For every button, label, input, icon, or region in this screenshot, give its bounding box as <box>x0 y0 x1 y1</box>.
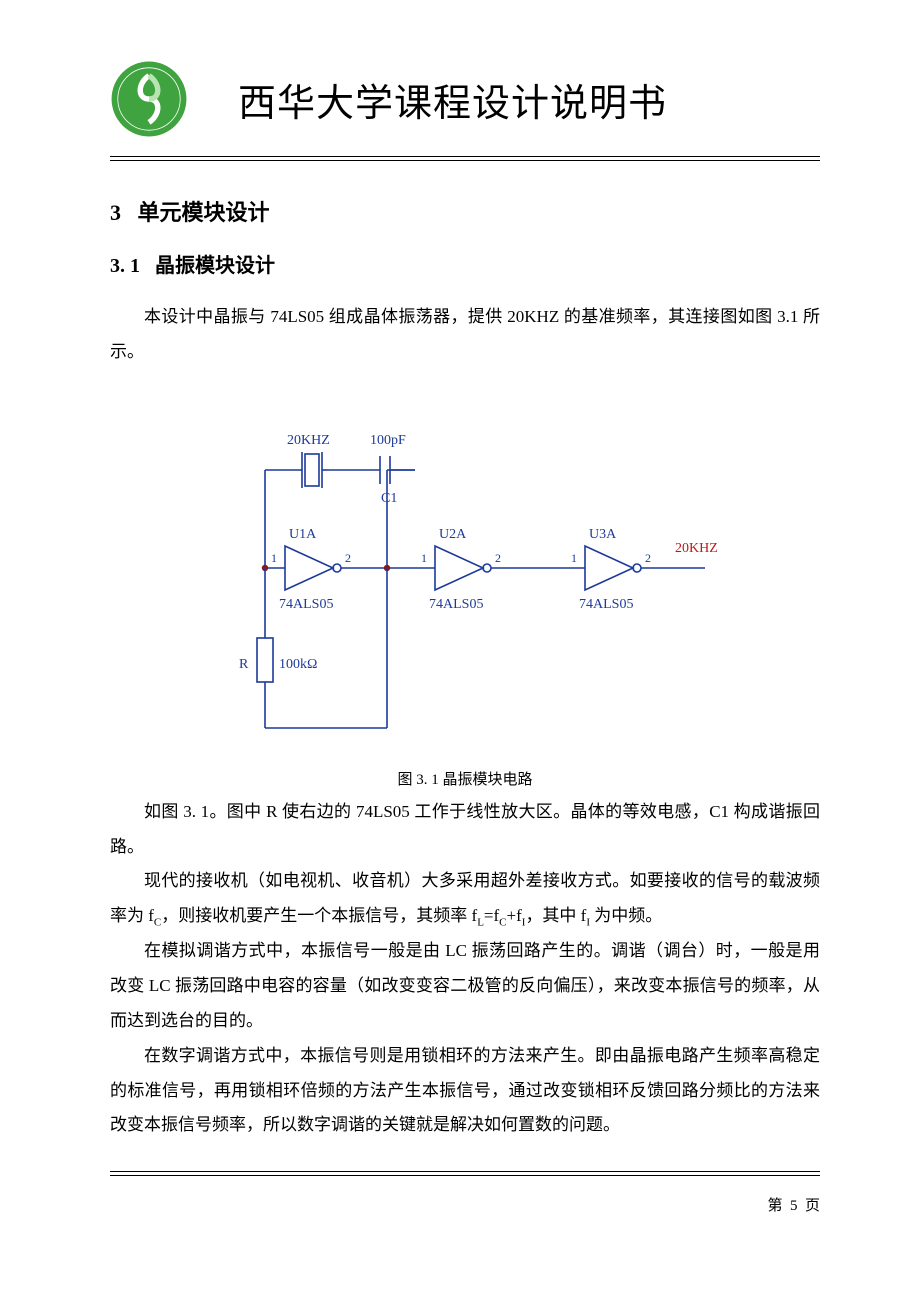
page-header: · 西华大学课程设计说明书 <box>110 60 820 157</box>
svg-text:C1: C1 <box>381 491 397 506</box>
section-number: 3 <box>110 200 121 225</box>
svg-text:1: 1 <box>421 551 427 565</box>
subsection-title: 3. 1 晶振模块设计 <box>110 249 820 278</box>
page-prefix: 第 <box>767 1198 782 1214</box>
p3-text: 为中频。 <box>590 906 662 925</box>
paragraph-5: 在数字调谐方式中，本振信号则是用锁相环的方法来产生。即由晶振电路产生频率高稳定的… <box>110 1039 820 1144</box>
svg-text:100kΩ: 100kΩ <box>279 657 317 672</box>
svg-text:2: 2 <box>645 551 651 565</box>
svg-text:R: R <box>239 657 249 672</box>
paragraph-2: 如图 3. 1。图中 R 使右边的 74LS05 工作于线性放大区。晶体的等效电… <box>110 795 820 865</box>
subsection-number: 3. 1 <box>110 255 140 277</box>
footer-rule <box>110 1171 820 1176</box>
figure-caption: 图 3. 1 晶振模块电路 <box>110 768 820 789</box>
p3-sub: L <box>477 917 484 929</box>
svg-text:U1A: U1A <box>289 527 317 542</box>
svg-text:20KHZ: 20KHZ <box>287 433 330 448</box>
svg-text:1: 1 <box>271 551 277 565</box>
svg-text:74ALS05: 74ALS05 <box>429 597 483 612</box>
p3-text: ，其中 f <box>525 906 586 925</box>
svg-text:20KHZ: 20KHZ <box>675 541 718 556</box>
section-name: 单元模块设计 <box>138 200 270 225</box>
section-title: 3 单元模块设计 <box>110 195 820 227</box>
paragraph-4: 在模拟调谐方式中，本振信号一般是由 LC 振荡回路产生的。调谐（调台）时，一般是… <box>110 934 820 1039</box>
header-title: 西华大学课程设计说明书 <box>238 72 667 127</box>
svg-text:74ALS05: 74ALS05 <box>279 597 333 612</box>
page-suffix: 页 <box>805 1198 820 1214</box>
p3-text: =f <box>484 906 499 925</box>
svg-text:U3A: U3A <box>589 527 617 542</box>
page-number: 第 5 页 <box>110 1194 820 1215</box>
p3-text: +f <box>507 906 522 925</box>
svg-text:100pF: 100pF <box>370 433 406 448</box>
paragraph-3: 现代的接收机（如电视机、收音机）大多采用超外差接收方式。如要接收的信号的载波频率… <box>110 864 820 934</box>
p3-sub: C <box>499 917 506 929</box>
circuit-diagram: 1 2 U1A 74ALS05 1 2 U2A 74ALS05 1 2 U3A 74ALS05 20KH… <box>110 398 820 758</box>
svg-text:1: 1 <box>571 551 577 565</box>
svg-text:2: 2 <box>345 551 351 565</box>
svg-text:U2A: U2A <box>439 527 467 542</box>
svg-text:2: 2 <box>495 551 501 565</box>
subsection-name: 晶振模块设计 <box>155 255 275 277</box>
svg-text:74ALS05: 74ALS05 <box>579 597 633 612</box>
p3-text: ，则接收机要产生一个本振信号，其频率 f <box>161 906 477 925</box>
university-logo: · <box>110 60 188 138</box>
paragraph-1: 本设计中晶振与 74LS05 组成晶体振荡器，提供 20KHZ 的基准频率，其连… <box>110 300 820 370</box>
svg-text:·: · <box>148 129 150 136</box>
